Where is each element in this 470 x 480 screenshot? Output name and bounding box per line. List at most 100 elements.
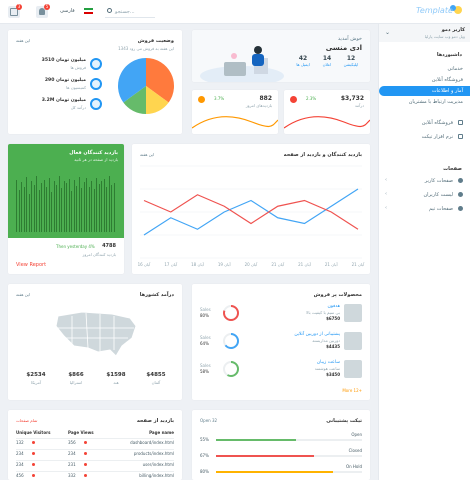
search-icon[interactable] (107, 8, 112, 13)
team-icon (458, 206, 463, 211)
pie-slice-1 (146, 86, 169, 114)
visitors-line-chart: 21 آبان 21 آبان 21 آبان 21 آبان 20 آبان 19 آب… (138, 165, 365, 267)
logo[interactable]: Template (408, 2, 466, 20)
view-report-link[interactable]: View Report (16, 262, 47, 268)
language-label[interactable]: فارسی (60, 8, 75, 14)
visitor-bar (33, 184, 35, 232)
period-select[interactable]: این هفته (16, 38, 31, 43)
support-bar (216, 455, 314, 457)
country-stat-value: $2534 (26, 372, 46, 378)
sales-row-label: کمیسیون ها (66, 85, 86, 90)
active-visitors-subtitle: بازدید از صفحه در هر ثانیه (74, 157, 118, 162)
chevron-down-icon[interactable]: ⌄ (385, 29, 391, 36)
support-pct: 55% (200, 437, 209, 442)
kpi-card: $3,732 درآمد 2.3% (284, 90, 370, 134)
active-visitors-caption: بازدید کنندگان امروز (82, 252, 116, 257)
all-pages-badge[interactable]: تمام صفحات (16, 418, 38, 423)
visitor-bar (91, 180, 93, 232)
welcome-stat[interactable]: 42 ایمیل ها (292, 55, 314, 67)
product-progress-ring (223, 333, 239, 349)
visitors-period-select[interactable]: این هفته (140, 152, 155, 157)
sidebar-item-mid-0[interactable]: فروشگاه آنلاین (379, 118, 470, 128)
coins-icon (90, 78, 102, 90)
sales-status-subtitle: 1343 این هفته به فروش می رود (118, 46, 174, 51)
header-views: Page Views (68, 430, 94, 435)
countries-period-select[interactable]: این هفته (16, 292, 31, 297)
product-sales-label: Sales (200, 307, 211, 312)
x-tick-label: 19 آبان (218, 262, 232, 267)
cell-unique: 234 (16, 462, 24, 467)
product-name[interactable]: ساعت زیبان (316, 360, 340, 365)
kpi-label: بازدیدهای امروز (245, 103, 272, 108)
user-name: کاربر دمو (441, 27, 465, 33)
pie-slice-2 (123, 86, 146, 114)
visitor-bar (73, 180, 75, 232)
welcome-stat-value: 12 (346, 55, 356, 62)
messages-button[interactable]: 3 (8, 4, 22, 18)
header-page: Page name (149, 430, 174, 435)
sidebar-item-label: صفحات کاربر (424, 178, 453, 184)
visitor-bar (68, 178, 70, 232)
visitor-bar (81, 187, 83, 232)
sidebar-item-page-0[interactable]: صفحات کاربر ‹ (379, 176, 470, 186)
visitor-bar (108, 175, 110, 232)
open-tickets-badge[interactable]: Open 32 (200, 418, 218, 423)
row-divider (16, 438, 174, 439)
active-visitors-card: بازدید کنندگان فعال بازدید از صفحه در هر… (8, 144, 124, 274)
more-products-link[interactable]: More 12+ (342, 388, 362, 393)
cell-page[interactable]: billing/index.html (139, 473, 174, 478)
trend-icon (32, 474, 35, 477)
product-name[interactable]: پشتیبانی از دوربین آنلاین (294, 332, 340, 337)
visitor-bar (23, 187, 25, 232)
sales-pie-chart (118, 58, 174, 114)
sidebar-item-1[interactable]: فروشگاه آنلاین (379, 75, 470, 85)
cell-page[interactable]: products/index.html (133, 451, 174, 456)
visitor-bar (71, 191, 73, 232)
support-bar (216, 439, 297, 441)
search-input[interactable]: جستجو... (115, 9, 135, 15)
kpi-change: 3.7% (214, 96, 225, 101)
visitor-bar (106, 187, 108, 232)
visitor-bar (113, 182, 115, 232)
sales-row-value: 3.2M میلیون تومان (41, 98, 86, 103)
trend-icon (84, 441, 87, 444)
yesterday-label: Then yesterday 4% (56, 244, 95, 249)
welcome-stat[interactable]: 14 اعلان (316, 55, 338, 67)
topbar: 3 5 فارسی جستجو... Template (0, 0, 470, 24)
cell-unique: 456 (16, 473, 24, 478)
product-desc: دوربین مداربسته (312, 338, 340, 343)
chevron-left-icon: ‹ (385, 191, 387, 197)
sidebar-item-page-2[interactable]: صفحات تیم ‹ (379, 204, 470, 214)
product-name[interactable]: هدفون (327, 304, 340, 309)
cell-page[interactable]: dashboard/index.html (130, 440, 174, 445)
header-unique: Unique Visitors (16, 430, 51, 435)
sidebar-item-2[interactable]: آمار و اطلاعات (379, 86, 470, 96)
country-stat-label: آمریکا (30, 380, 41, 385)
notifications-button[interactable]: 5 (36, 4, 50, 18)
user-panel[interactable]: کاربر دمو ویل دمو وب سایت پارلیا ⌄ (379, 24, 470, 42)
cell-views: 231 (68, 462, 76, 467)
cell-unique: 234 (16, 451, 24, 456)
countries-card: درآمد کشورها این هفته $4855 آلمان $1598 هند… (8, 284, 182, 400)
sidebar-item-mid-1[interactable]: نرم افزار تیکت (379, 132, 470, 142)
sidebar-item-page-1[interactable]: لیست کاربران ‹ (379, 190, 470, 200)
product-sales-pct: 64% (200, 341, 209, 346)
welcome-stat[interactable]: 12 اپلیکیشن (340, 55, 362, 67)
country-stat-value: $866 (68, 372, 84, 378)
sidebar-item-0[interactable]: خدماتی (379, 64, 470, 74)
cell-page[interactable]: user/index.html (142, 462, 174, 467)
visitor-bar (83, 182, 85, 232)
welcome-hello: خوش آمدید (337, 36, 362, 42)
active-visitors-value: 4788 (102, 243, 116, 249)
kpi-icon (198, 96, 205, 103)
product-sales-label: Sales (200, 335, 211, 340)
visitor-bar (16, 179, 18, 232)
sales-status-title: وضعیت فروش (137, 38, 174, 44)
sidebar-item-3[interactable]: مدیریت ارتباط با مشتریان (379, 97, 470, 107)
sidebar-item-label: صفحات تیم (428, 206, 453, 212)
pie-slice-3 (118, 58, 146, 103)
row-divider (16, 471, 174, 472)
bell-icon (39, 8, 45, 15)
mail-icon (10, 8, 18, 16)
trend-icon (32, 452, 35, 455)
